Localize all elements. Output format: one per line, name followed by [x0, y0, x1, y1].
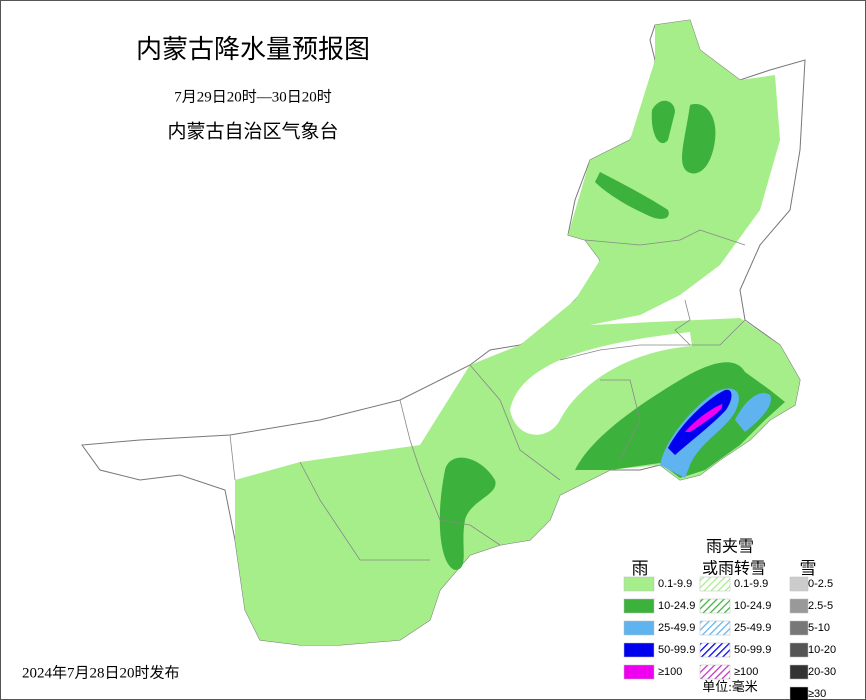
legend-label: 50-99.9 [734, 644, 771, 656]
legend-swatch [623, 598, 655, 614]
rain-area-moderate [595, 100, 716, 219]
map-title: 内蒙古降水量预报图 [136, 35, 370, 64]
legend-swatch [699, 642, 731, 658]
legend-label: 10-24.9 [734, 600, 771, 612]
rain-area-moderate [439, 457, 496, 570]
legend-label: 25-49.9 [658, 622, 695, 634]
legend-swatch [789, 576, 809, 592]
rain-area-extreme [685, 404, 723, 432]
legend: 0.1-9.9 10-24.9 25-49.9 50-99.9 ≥100 0.1-9.9 1… [623, 576, 836, 700]
legend-swatch [699, 620, 731, 636]
legend-swatch [623, 620, 655, 636]
legend-swatch [623, 576, 655, 592]
legend-label: 50-99.9 [658, 644, 695, 656]
rain-area-heavy [660, 388, 771, 478]
legend-swatch [623, 664, 655, 680]
dry-band [510, 332, 692, 435]
legend-title: 雨 [632, 559, 649, 578]
legend-swatch [699, 576, 731, 592]
legend-label: 0-2.5 [808, 578, 833, 590]
legend-label: ≥100 [658, 666, 682, 678]
legend-label: 10-20 [808, 644, 836, 656]
legend-swatch [789, 686, 809, 700]
legend-swatch [699, 664, 731, 680]
issuer: 内蒙古自治区气象台 [167, 120, 338, 142]
legend-label: 0.1-9.9 [658, 578, 692, 590]
legend-label: 0.1-9.9 [734, 578, 768, 590]
legend-label: 25-49.9 [734, 622, 771, 634]
legend-label: 20-30 [808, 666, 836, 678]
legend-unit: 单位:毫米 [702, 679, 758, 694]
rain-area-light [235, 20, 800, 645]
legend-title: 雨夹雪 [706, 538, 754, 556]
date-range: 7月29日20时—30日20时 [174, 88, 332, 105]
legend-swatch [789, 620, 809, 636]
legend-title: 雪 [800, 559, 817, 578]
admin-boundaries [229, 229, 746, 561]
legend-title: 或雨转雪 [702, 560, 766, 578]
issue-time: 2024年7月28日20时发布 [22, 664, 180, 681]
legend-swatch [789, 598, 809, 614]
legend-swatch [789, 664, 809, 680]
legend-swatch [789, 642, 809, 658]
legend-swatch [623, 642, 655, 658]
legend-label: 2.5-5 [808, 600, 833, 612]
legend-label: 10-24.9 [658, 600, 695, 612]
legend-label: 5-10 [808, 622, 830, 634]
legend-label: ≥30 [808, 688, 826, 700]
legend-label: ≥100 [734, 666, 758, 678]
legend-swatch [699, 598, 731, 614]
